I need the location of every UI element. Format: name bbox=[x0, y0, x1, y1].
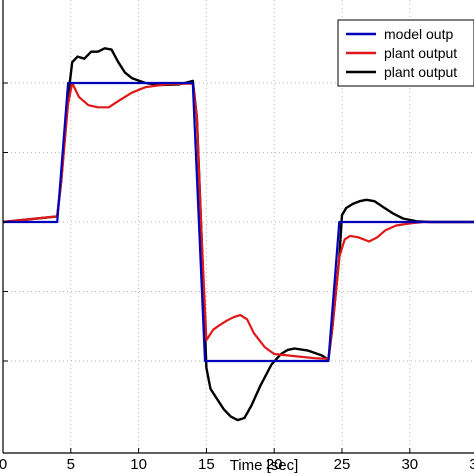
legend-label: model outp bbox=[384, 26, 453, 42]
x-tick-label: 15 bbox=[198, 456, 215, 473]
x-tick-labels: 0 5 10 15 20 25 30 35 bbox=[0, 456, 474, 473]
series-layer bbox=[2, 47, 474, 422]
legend: model outp plant output plant output bbox=[337, 19, 474, 87]
series-line-2 bbox=[2, 81, 474, 360]
series-line-1 bbox=[3, 81, 474, 363]
x-axis-label: Time [sec] bbox=[230, 457, 299, 474]
legend-label: plant output bbox=[384, 45, 457, 61]
x-tick-label: 35 bbox=[469, 456, 474, 473]
axes bbox=[2, 0, 474, 454]
series-line-3 bbox=[2, 47, 474, 422]
x-tick-label: 30 bbox=[401, 456, 418, 473]
x-tick-label: 5 bbox=[67, 456, 75, 473]
x-tick-label: 10 bbox=[130, 456, 147, 473]
legend-label: plant output bbox=[384, 64, 457, 80]
plot-area bbox=[2, 47, 474, 422]
x-tick-label: 25 bbox=[334, 456, 351, 473]
x-tick-label: 0 bbox=[0, 456, 7, 473]
x-tick-label: 20 bbox=[266, 456, 283, 473]
